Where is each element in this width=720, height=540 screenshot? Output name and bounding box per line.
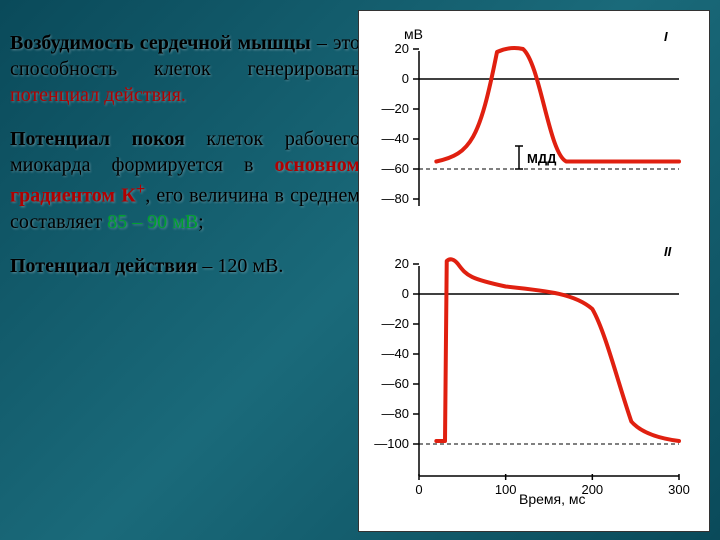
- paragraph-excitability: Возбудимость сердечной мышцы – это спосо…: [10, 30, 360, 108]
- roman-2: II: [664, 244, 672, 259]
- term-excitability: Возбудимость сердечной мышцы: [10, 32, 311, 54]
- chart2-yticks: 20 0 —20 —40 —60 —80 —100: [374, 256, 419, 451]
- svg-text:—60: —60: [382, 376, 409, 391]
- term-action-potential-inline: потенциал действия.: [10, 84, 186, 106]
- chart-panel: мВ I 20 0 —20 —40 —60 —80 МДД II 20 0 —20 —40 —60…: [358, 10, 710, 532]
- c2-curve: [436, 259, 679, 441]
- svg-text:0: 0: [402, 286, 409, 301]
- chart-1: мВ I 20 0 —20 —40 —60 —80 МДД: [382, 26, 679, 206]
- roman-1: I: [664, 29, 668, 44]
- text-column: Возбудимость сердечной мышцы – это спосо…: [0, 20, 370, 307]
- c1-curve: [436, 48, 679, 162]
- y-unit-label: мВ: [404, 26, 423, 42]
- svg-text:0: 0: [402, 71, 409, 86]
- chart1-yticks: 20 0 —20 —40 —60 —80: [382, 41, 419, 206]
- value-resting: 85 – 90 мВ: [107, 211, 198, 233]
- svg-text:20: 20: [395, 256, 409, 271]
- svg-text:300: 300: [668, 482, 690, 497]
- svg-text:—80: —80: [382, 191, 409, 206]
- svg-text:100: 100: [495, 482, 517, 497]
- svg-text:0: 0: [415, 482, 422, 497]
- svg-text:20: 20: [395, 41, 409, 56]
- svg-text:—40: —40: [382, 131, 409, 146]
- paragraph-action-potential: Потенциал действия – 120 мВ.: [10, 253, 360, 279]
- svg-text:—60: —60: [382, 161, 409, 176]
- svg-text:—40: —40: [382, 346, 409, 361]
- term-action-potential: Потенциал действия: [10, 255, 197, 277]
- svg-text:—80: —80: [382, 406, 409, 421]
- charts-svg: мВ I 20 0 —20 —40 —60 —80 МДД II 20 0 —20 —40 —60…: [359, 11, 709, 531]
- chart-2: II 200—20—40—60—80—100 0100200300 Время,…: [374, 244, 690, 507]
- svg-text:—20: —20: [382, 101, 409, 116]
- term-resting-potential: Потенциал покоя: [10, 128, 185, 150]
- mdd-label: МДД: [527, 151, 557, 166]
- paragraph-resting-potential: Потенциал покоя клеток рабочего миокарда…: [10, 126, 360, 235]
- x-axis-label: Время, мс: [519, 491, 586, 507]
- svg-text:—100: —100: [374, 436, 409, 451]
- svg-text:—20: —20: [382, 316, 409, 331]
